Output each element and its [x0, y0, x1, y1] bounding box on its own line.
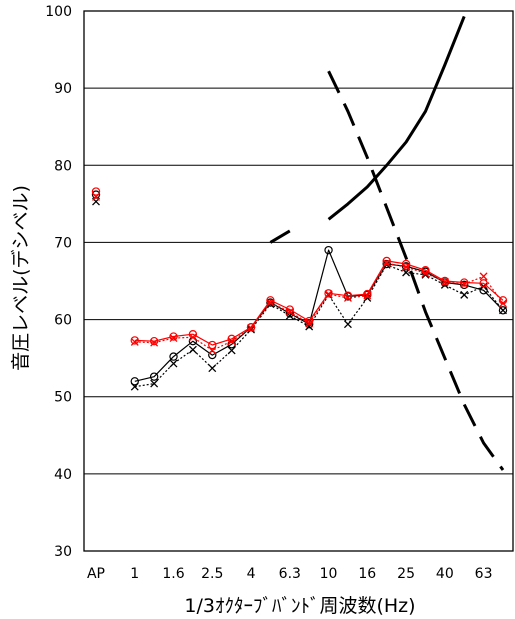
- data-point: [150, 338, 159, 347]
- x-tick-label: 4: [247, 566, 256, 582]
- data-point: [169, 352, 178, 361]
- series-line: [134, 264, 504, 388]
- y-tick-labels: 30 40 50 60 70 80 90 100: [45, 4, 72, 560]
- data-point: [208, 350, 217, 360]
- data-point: [227, 334, 236, 344]
- series-line: [327, 70, 505, 471]
- plot-frame: [83, 10, 514, 552]
- data-point: [130, 382, 139, 391]
- x-tick-label: 10: [320, 566, 338, 582]
- data-point: [247, 325, 255, 334]
- y-tick-label: 100: [45, 4, 72, 20]
- series-4: [92, 192, 507, 355]
- data-point: [130, 337, 139, 346]
- data-point: [460, 278, 469, 287]
- x-tick-label: 25: [397, 566, 415, 582]
- data-point: [498, 306, 508, 315]
- data-point: [499, 306, 507, 315]
- data-point: [208, 346, 217, 355]
- x-tick-label: 1.6: [162, 566, 184, 582]
- x-tick-label: 1: [130, 566, 139, 582]
- series-5: [269, 15, 466, 244]
- y-tick-label: 30: [54, 544, 72, 560]
- y-tick-label: 90: [54, 81, 72, 97]
- data-point: [208, 340, 217, 350]
- x-tick-label: AP: [87, 566, 105, 582]
- data-point: [247, 324, 255, 333]
- x-tick-label: 6.3: [279, 566, 301, 582]
- data-point: [343, 294, 352, 302]
- data-point: [421, 269, 430, 278]
- data-point: [227, 346, 236, 355]
- x-tick-label: 63: [475, 566, 493, 582]
- y-tick-label: 40: [54, 467, 72, 483]
- data-point: [343, 320, 352, 329]
- x-tick-labels: AP 1 1.6 2.5 4 6.3 10 16 25 40 63: [87, 566, 493, 582]
- series-6: [327, 70, 505, 471]
- data-point: [343, 291, 353, 300]
- series-layer: [91, 15, 508, 471]
- data-point: [169, 332, 178, 341]
- data-point: [382, 256, 391, 266]
- data-point: [324, 245, 333, 255]
- data-point: [169, 334, 178, 343]
- data-point: [188, 333, 197, 342]
- data-point: [188, 345, 197, 354]
- data-point: [266, 298, 275, 307]
- data-point: [499, 299, 507, 308]
- y-tick-label: 60: [54, 313, 72, 329]
- data-point: [246, 323, 256, 332]
- y-axis-label: 音圧レベル(デシベル): [10, 185, 32, 371]
- data-point: [460, 280, 469, 289]
- data-point: [324, 289, 333, 298]
- data-point: [402, 263, 411, 272]
- series-3: [91, 187, 508, 350]
- data-point: [91, 187, 101, 196]
- data-point: [460, 290, 469, 299]
- data-point: [305, 319, 314, 328]
- data-point: [382, 259, 391, 268]
- data-point: [149, 336, 159, 346]
- data-point: [92, 192, 100, 201]
- data-point: [440, 277, 449, 286]
- data-point: [363, 291, 372, 300]
- data-point: [266, 296, 275, 305]
- data-point: [150, 379, 159, 388]
- data-point: [479, 272, 488, 281]
- data-point: [440, 276, 450, 286]
- data-point: [304, 316, 314, 326]
- data-point: [208, 364, 217, 373]
- x-tick-label: 16: [358, 566, 376, 582]
- data-point: [363, 289, 372, 299]
- x-tick-label: 2.5: [201, 566, 223, 582]
- series-line: [134, 249, 504, 382]
- x-axis-label: 1/3ｵｸﾀｰﾌﾞﾊﾞﾝﾄﾞ周波数(Hz): [184, 595, 415, 617]
- data-point: [285, 307, 294, 316]
- series-line: [327, 15, 466, 221]
- y-tick-label: 50: [54, 390, 72, 406]
- data-point: [91, 190, 101, 199]
- data-point: [130, 377, 139, 386]
- x-tick-label: 40: [436, 566, 454, 582]
- series-line: [269, 229, 291, 244]
- data-point: [460, 280, 469, 290]
- data-point: [149, 372, 159, 381]
- data-point: [401, 262, 411, 271]
- data-point: [169, 359, 178, 368]
- series-line: [134, 262, 504, 351]
- data-point: [479, 279, 488, 288]
- data-point: [324, 290, 333, 299]
- grid-lines: [84, 87, 513, 475]
- y-tick-label: 70: [54, 235, 72, 251]
- y-tick-label: 80: [54, 158, 72, 174]
- data-point: [130, 336, 139, 345]
- data-point: [227, 337, 236, 346]
- series-2: [92, 197, 507, 391]
